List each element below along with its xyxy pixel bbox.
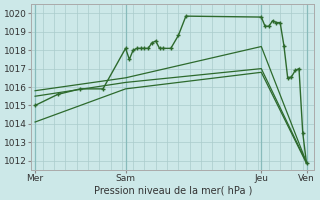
X-axis label: Pression niveau de la mer( hPa ): Pression niveau de la mer( hPa ) — [93, 186, 252, 196]
